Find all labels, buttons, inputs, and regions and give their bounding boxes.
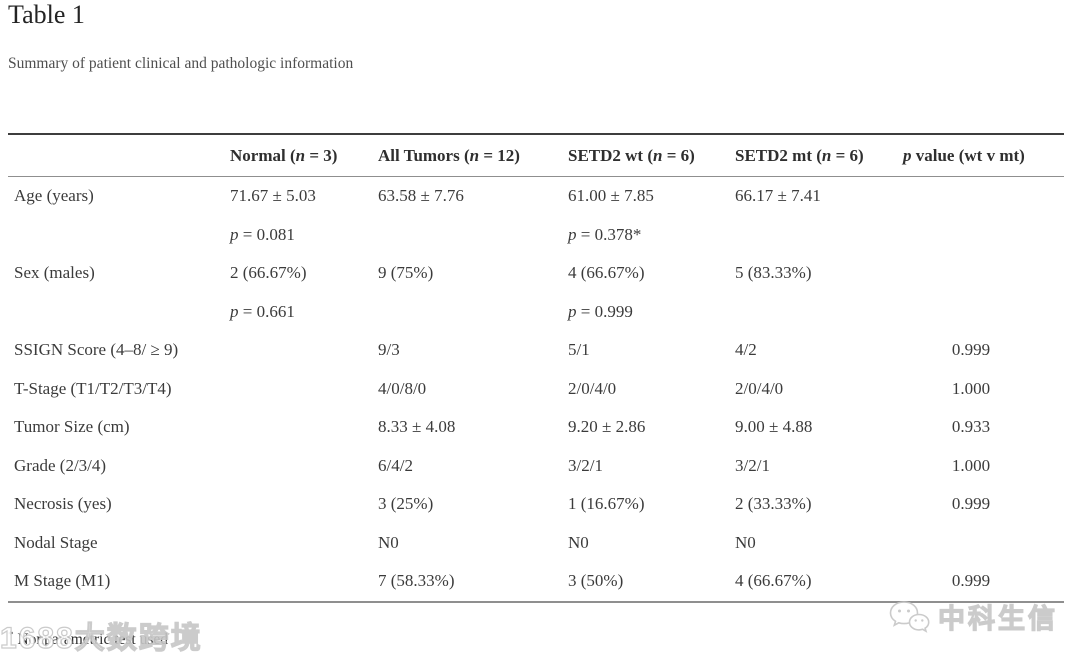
table-cell: 9/3 xyxy=(378,340,400,360)
table-cell: 1.000 xyxy=(951,378,991,398)
table-cell xyxy=(230,370,378,409)
table-row: Age (years) 71.67 ± 5.03 63.58 ± 7.76 61.00… xyxy=(8,177,1064,216)
table-row: p = 0.661 p = 0.999 xyxy=(8,293,1064,332)
table-cell: 5/1 xyxy=(568,340,590,360)
table-cell: 4 (66.67%) xyxy=(568,263,645,283)
table-row: Necrosis (yes) 3 (25%) 1 (16.67%) 2 (33.33%… xyxy=(8,485,1064,524)
table-cell: 3/2/1 xyxy=(568,455,603,475)
table-cell: 2/0/4/0 xyxy=(735,378,784,398)
row-label-cell xyxy=(8,293,230,332)
page-title: Table 1 xyxy=(8,0,85,29)
table-row: Sex (males) 2 (66.67%) 9 (75%) 4 (66.67%) 5 … xyxy=(8,254,1064,293)
wechat-icon xyxy=(888,599,930,635)
row-label-cell: Necrosis (yes) xyxy=(14,494,112,514)
row-label-cell: Sex (males) xyxy=(14,263,95,283)
table-cell xyxy=(735,293,903,332)
table-cell: p = 0.661 xyxy=(230,301,295,321)
table-row: p = 0.081 p = 0.378* xyxy=(8,216,1064,255)
table-cell: p = 0.378* xyxy=(568,224,642,244)
table-cell: 4/2 xyxy=(735,340,757,360)
table-cell: 0.933 xyxy=(951,417,991,437)
table-cell xyxy=(735,216,903,255)
table-cell: 9 (75%) xyxy=(378,263,434,283)
table-cell: 3/2/1 xyxy=(735,455,770,475)
table-cell xyxy=(903,177,1064,216)
table-cell xyxy=(230,408,378,447)
table-cell: 8.33 ± 4.08 xyxy=(378,417,456,437)
table-cell: 0.999 xyxy=(951,340,991,360)
table-cell: 5 (83.33%) xyxy=(735,263,812,283)
table-cell: 1 (16.67%) xyxy=(568,494,645,514)
table-cell: N0 xyxy=(568,532,589,552)
header-cell: p value (wt v mt) xyxy=(903,134,1064,177)
table-cell: 66.17 ± 7.41 xyxy=(735,186,821,206)
table-cell: 63.58 ± 7.76 xyxy=(378,186,464,206)
table-row: Grade (2/3/4) 6/4/2 3/2/1 3/2/1 1.000 xyxy=(8,447,1064,486)
table-cell xyxy=(903,216,1064,255)
table-row: M Stage (M1) 7 (58.33%) 3 (50%) 4 (66.67%) 0… xyxy=(8,562,1064,602)
table-cell: 2/0/4/0 xyxy=(568,378,617,398)
watermark-text: 中科生信 xyxy=(937,603,1058,634)
table-cell: 2 (66.67%) xyxy=(230,263,307,283)
table-cell xyxy=(230,562,378,602)
table-row: Tumor Size (cm) 8.33 ± 4.08 9.20 ± 2.86 9.0… xyxy=(8,408,1064,447)
table-cell xyxy=(230,447,378,486)
row-label-cell: M Stage (M1) xyxy=(14,571,111,591)
table-cell: 9.20 ± 2.86 xyxy=(568,417,646,437)
table-row: SSIGN Score (4–8/ ≥ 9) 9/3 5/1 4/2 0.999 xyxy=(8,331,1064,370)
table-cell: 7 (58.33%) xyxy=(378,571,455,591)
table-cell xyxy=(903,293,1064,332)
table-cell: 6/4/2 xyxy=(378,455,413,475)
row-label-cell: SSIGN Score (4–8/ ≥ 9) xyxy=(14,340,179,360)
table-cell xyxy=(230,331,378,370)
table-cell xyxy=(378,293,568,332)
table-cell: 3 (25%) xyxy=(378,494,434,514)
table-cell xyxy=(903,254,1064,293)
table-container: Normal (n = 3) All Tumors (n = 12) SETD2 w… xyxy=(8,133,1064,603)
header-cell: Normal (n = 3) xyxy=(230,134,378,177)
table-row: Nodal Stage N0 N0 N0 xyxy=(8,524,1064,563)
table-cell: 0.999 xyxy=(951,571,991,591)
footnote: * Nonparametric test used xyxy=(8,628,169,648)
header-cell: SETD2 wt (n = 6) xyxy=(568,134,735,177)
row-label-cell: Grade (2/3/4) xyxy=(14,455,107,475)
table-cell: 4/0/8/0 xyxy=(378,378,427,398)
table-cell: 71.67 ± 5.03 xyxy=(230,186,316,206)
row-label-cell: Tumor Size (cm) xyxy=(14,417,130,437)
page-subtitle: Summary of patient clinical and patholog… xyxy=(8,55,354,72)
table-cell: 61.00 ± 7.85 xyxy=(568,186,654,206)
header-cell: SETD2 mt (n = 6) xyxy=(735,134,903,177)
row-label-cell xyxy=(8,216,230,255)
summary-table: Normal (n = 3) All Tumors (n = 12) SETD2 w… xyxy=(8,133,1064,603)
row-label-cell: Nodal Stage xyxy=(14,532,98,552)
table-row: T-Stage (T1/T2/T3/T4) 4/0/8/0 2/0/4/0 2/0/4… xyxy=(8,370,1064,409)
header-cell xyxy=(8,134,230,177)
row-label-cell: T-Stage (T1/T2/T3/T4) xyxy=(14,378,172,398)
table-cell: 2 (33.33%) xyxy=(735,494,812,514)
table-cell xyxy=(230,485,378,524)
table-cell: 1.000 xyxy=(951,455,991,475)
table-cell: 4 (66.67%) xyxy=(735,571,812,591)
table-body: Age (years) 71.67 ± 5.03 63.58 ± 7.76 61.00… xyxy=(8,177,1064,602)
table-cell: p = 0.081 xyxy=(230,224,295,244)
table-cell: p = 0.999 xyxy=(568,301,633,321)
table-cell: 0.999 xyxy=(951,494,991,514)
table-cell: 9.00 ± 4.88 xyxy=(735,417,813,437)
table-cell xyxy=(230,524,378,563)
table-cell xyxy=(903,524,1064,563)
row-label-cell: Age (years) xyxy=(14,186,94,206)
table-cell xyxy=(378,216,568,255)
table-cell: N0 xyxy=(735,532,756,552)
table-cell: N0 xyxy=(378,532,399,552)
table-header: Normal (n = 3) All Tumors (n = 12) SETD2 w… xyxy=(8,134,1064,177)
header-row: Normal (n = 3) All Tumors (n = 12) SETD2 w… xyxy=(8,134,1064,177)
table-cell: 3 (50%) xyxy=(568,571,624,591)
watermark-bottom-right: 中科生信 xyxy=(888,597,1058,636)
header-cell: All Tumors (n = 12) xyxy=(378,134,568,177)
